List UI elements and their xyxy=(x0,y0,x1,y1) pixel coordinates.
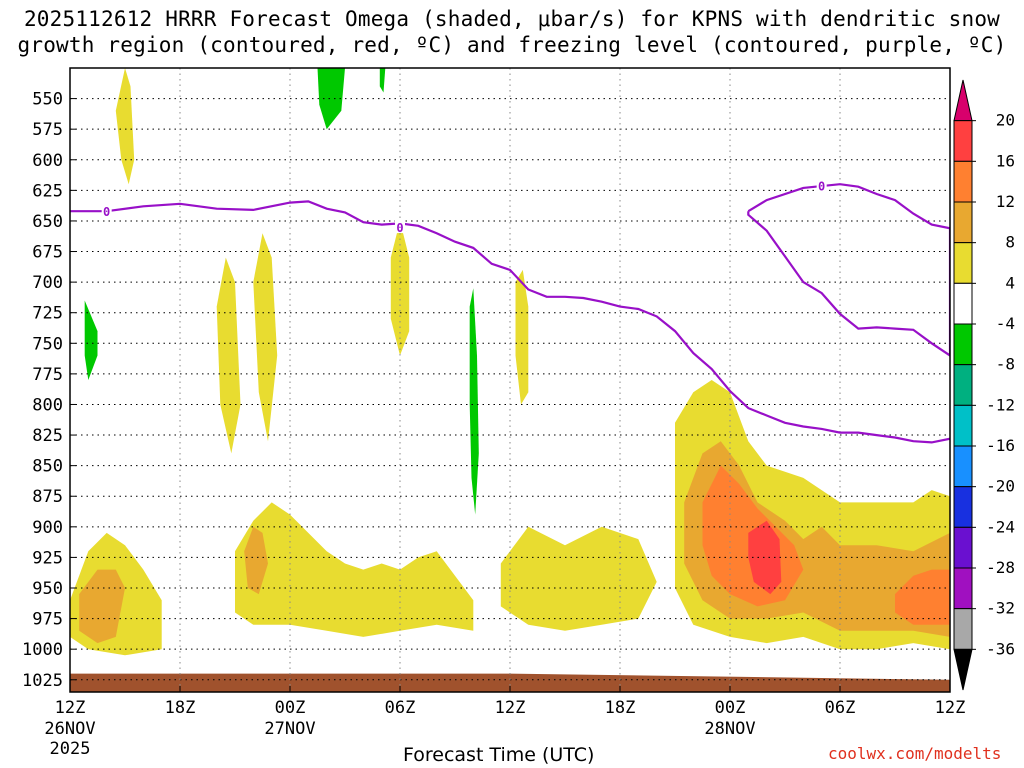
y-tick-label-900: 900 xyxy=(32,518,63,538)
colorbar-segment-9 xyxy=(953,445,973,488)
y-tick-label-1025: 1025 xyxy=(22,671,63,691)
omega-region-2 xyxy=(895,68,947,160)
x-tick-label-8: 12Z xyxy=(935,698,966,718)
y-tick-label-650: 650 xyxy=(32,212,63,232)
omega-region-21 xyxy=(84,300,98,380)
y-tick-label-675: 675 xyxy=(32,243,63,263)
x-tick-label-6: 00Z xyxy=(715,698,746,718)
colorbar-bottom-triangle xyxy=(953,648,973,691)
freezing-level-line xyxy=(70,200,950,444)
colorbar-label-5: -4 xyxy=(996,314,1015,333)
colorbar-label-12: -32 xyxy=(986,599,1015,618)
omega-region-16 xyxy=(244,526,268,595)
colorbar-segment-12 xyxy=(953,567,973,610)
omega-region-7 xyxy=(235,502,474,637)
chart-title-line-2: growth region (contoured, red, ºC) and f… xyxy=(17,33,1007,57)
y-tick-label-875: 875 xyxy=(32,487,63,507)
colorbar-label-13: -36 xyxy=(986,639,1015,658)
colorbar-segment-1 xyxy=(953,120,973,162)
x-year-label-0: 2025 xyxy=(50,739,91,759)
y-tick-label-625: 625 xyxy=(32,181,63,201)
x-tick-label-2: 00Z xyxy=(275,698,306,718)
y-tick-label-575: 575 xyxy=(32,120,63,140)
colorbar-label-6: -8 xyxy=(996,355,1015,374)
colorbar-top-triangle xyxy=(953,79,973,122)
colorbar-segment-11 xyxy=(953,526,973,569)
x-tick-label-4: 12Z xyxy=(495,698,526,718)
colorbar-segment-6 xyxy=(953,323,973,366)
y-tick-label-825: 825 xyxy=(32,426,63,446)
x-axis-title: Forecast Time (UTC) xyxy=(403,744,595,766)
colorbar-segment-8 xyxy=(953,404,973,447)
colorbar-label-4: 4 xyxy=(1005,273,1015,292)
y-tick-label-750: 750 xyxy=(32,334,63,354)
contour-label-2: 0 xyxy=(818,179,825,193)
x-date-label-0: 26NOV xyxy=(44,719,95,739)
omega-region-13 xyxy=(515,269,529,405)
omega-region-23 xyxy=(379,68,386,93)
colorbar-label-3: 8 xyxy=(1005,233,1015,252)
colorbar-label-1: 16 xyxy=(996,151,1015,170)
contour-label-bg-2 xyxy=(816,178,827,192)
contour-label-0: 0 xyxy=(103,205,110,219)
x-tick-label-3: 06Z xyxy=(385,698,416,718)
contour-label-1: 0 xyxy=(396,221,403,235)
colorbar-label-9: -20 xyxy=(986,477,1015,496)
colorbar-segment-13 xyxy=(953,608,973,650)
colorbar-segment-5 xyxy=(953,282,973,325)
colorbar: 20 16 12 8 4 -4 -8 -12 -16 -20 -24 -28 -32 -36 xyxy=(953,79,1015,691)
colorbar-label-10: -24 xyxy=(986,517,1015,536)
y-tick-label-1000: 1000 xyxy=(22,640,63,660)
x-tick-label-0: 12Z xyxy=(55,698,86,718)
omega-region-15 xyxy=(79,569,125,644)
colorbar-label-0: 20 xyxy=(996,111,1015,130)
y-tick-label-925: 925 xyxy=(32,548,63,568)
freezing-level-contour: 0 0 0 xyxy=(70,178,950,444)
y-tick-label-975: 975 xyxy=(32,610,63,630)
omega-region-22 xyxy=(317,68,345,130)
freezing-level-loop xyxy=(747,183,950,357)
colorbar-label-11: -28 xyxy=(986,558,1015,577)
contour-label-bg-1 xyxy=(395,220,405,234)
credit-link[interactable]: coolwx.com/modelts xyxy=(828,744,1002,763)
colorbar-segment-7 xyxy=(953,364,973,406)
x-tick-label-1: 18Z xyxy=(165,698,196,718)
y-tick-label-800: 800 xyxy=(32,395,63,415)
x-tick-label-7: 06Z xyxy=(825,698,856,718)
colorbar-label-2: 12 xyxy=(996,192,1015,211)
omega-region-3 xyxy=(180,220,217,650)
colorbar-segment-4 xyxy=(953,242,973,284)
y-tick-label-600: 600 xyxy=(32,151,63,171)
y-tick-label-775: 775 xyxy=(32,365,63,385)
x-tick-label-5: 18Z xyxy=(605,698,636,718)
colorbar-label-7: -12 xyxy=(986,395,1015,414)
colorbar-segment-2 xyxy=(953,160,973,203)
y-tick-label-550: 550 xyxy=(32,90,63,110)
x-date-label-2: 27NOV xyxy=(264,719,315,739)
grid-lines xyxy=(70,68,950,692)
omega-region-8 xyxy=(500,526,657,631)
omega-region-20 xyxy=(748,520,782,595)
y-axis: 550 575 600 625 650 675 700 725 750 775 800 825 850 8… xyxy=(22,90,76,691)
y-tick-label-725: 725 xyxy=(32,304,63,324)
omega-region-10 xyxy=(216,257,241,454)
y-tick-label-700: 700 xyxy=(32,273,63,293)
colorbar-label-8: -16 xyxy=(986,436,1015,455)
omega-region-5 xyxy=(464,220,510,491)
omega-region-24 xyxy=(469,288,479,515)
y-tick-label-850: 850 xyxy=(32,457,63,477)
y-tick-label-950: 950 xyxy=(32,579,63,599)
omega-region-19 xyxy=(895,569,950,625)
colorbar-segment-10 xyxy=(953,486,973,528)
omega-region-11 xyxy=(253,233,278,442)
omega-region-9 xyxy=(115,68,135,185)
colorbar-segment-3 xyxy=(953,201,973,244)
x-date-label-6: 28NOV xyxy=(704,719,755,739)
contour-label-bg-0 xyxy=(101,204,112,218)
chart-title-line-1: 2025112612 HRRR Forecast Omega (shaded, … xyxy=(23,7,1001,31)
